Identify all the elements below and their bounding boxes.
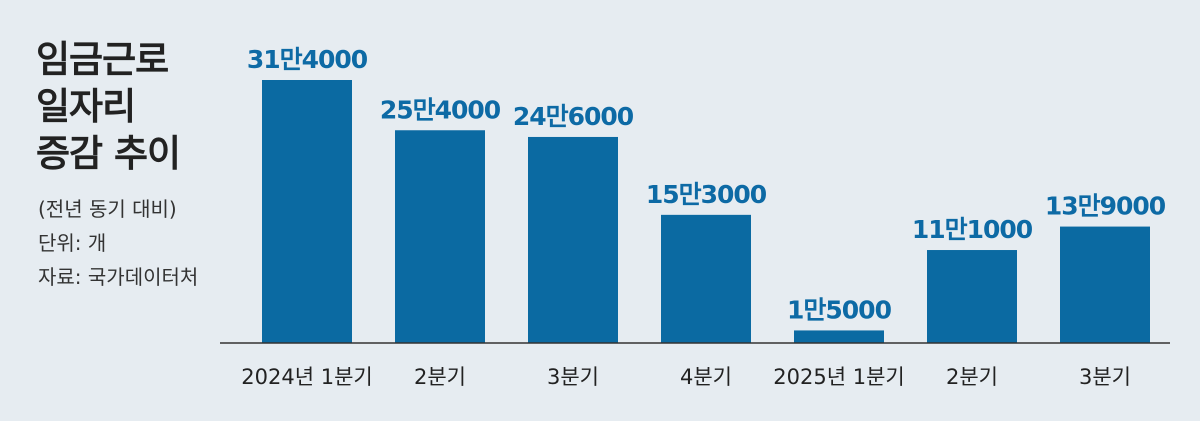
value-label-1: 31만4000 bbox=[247, 45, 368, 74]
chart-meta: (전년 동기 대비) 단위: 개 자료: 국가데이터처 bbox=[38, 192, 198, 294]
title-line-2: 일자리 bbox=[36, 85, 136, 128]
category-label-3: 3분기 bbox=[547, 365, 599, 389]
value-label-2: 25만4000 bbox=[380, 95, 501, 124]
category-label-1: 2024년 1분기 bbox=[241, 365, 372, 389]
value-label-7: 13만9000 bbox=[1045, 192, 1166, 221]
value-label-6: 11만1000 bbox=[912, 215, 1033, 244]
value-label-3: 24만6000 bbox=[513, 102, 634, 131]
category-label-4: 4분기 bbox=[680, 365, 732, 389]
category-label-5: 2025년 1분기 bbox=[773, 365, 904, 389]
title-line-3: 증감 추이 bbox=[36, 132, 181, 175]
bar-2 bbox=[395, 130, 485, 343]
category-label-6: 2분기 bbox=[946, 365, 998, 389]
bar-3 bbox=[528, 136, 618, 343]
bar-7 bbox=[1060, 226, 1150, 343]
bar-6 bbox=[927, 250, 1017, 343]
bar-1 bbox=[262, 80, 352, 343]
chart-title: 임금근로 일자리 증감 추이 bbox=[36, 36, 236, 177]
category-label-2: 2분기 bbox=[414, 365, 466, 389]
title-line-1: 임금근로 bbox=[36, 38, 169, 81]
value-label-5: 1만5000 bbox=[787, 295, 892, 324]
basis-note: (전년 동기 대비) bbox=[38, 197, 177, 221]
source-note: 자료: 국가데이터처 bbox=[38, 265, 199, 289]
category-label-7: 3분기 bbox=[1079, 365, 1131, 389]
value-label-4: 15만3000 bbox=[646, 180, 767, 209]
bar-4 bbox=[661, 214, 751, 343]
unit-note: 단위: 개 bbox=[38, 231, 107, 255]
bar-5 bbox=[794, 330, 884, 343]
